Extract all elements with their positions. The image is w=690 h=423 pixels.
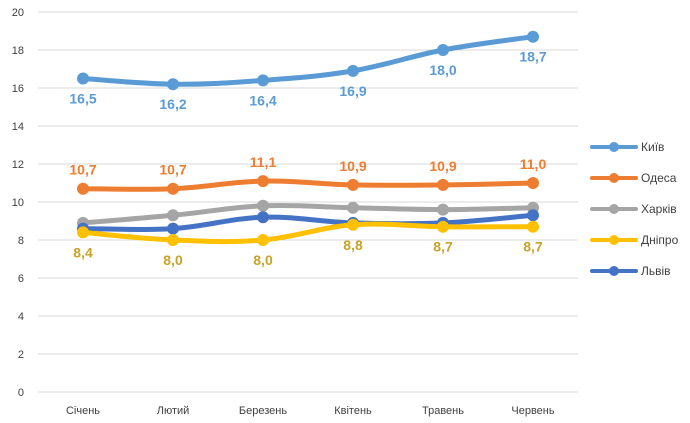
x-tick-label: Лютий: [157, 405, 190, 417]
series-1-data-label: 11,1: [250, 154, 277, 170]
y-tick-label: 16: [12, 83, 24, 95]
series-3-legend-label: Дніпро: [641, 233, 679, 247]
x-tick-label: Травень: [422, 405, 464, 417]
y-tick-label: 4: [18, 311, 24, 323]
y-tick-label: 6: [18, 273, 24, 285]
series-1-point: [347, 178, 359, 191]
series-0-point: [167, 78, 179, 91]
series-2-legend-label: Харків: [641, 202, 677, 216]
series-0-data-label: 16,5: [69, 91, 96, 107]
series-1-point: [167, 182, 179, 195]
series-3-data-label: 8,7: [523, 239, 543, 255]
series-2-line: [80, 202, 536, 226]
series-0-data-label: 16,9: [339, 83, 366, 99]
gridlines: [38, 11, 578, 393]
y-tick-label: 0: [18, 387, 24, 399]
y-tick-label: 8: [18, 235, 24, 247]
y-tick-label: 12: [12, 159, 24, 171]
series-4-line: [80, 212, 536, 233]
series-lines: [77, 30, 539, 246]
series-4-point: [257, 211, 269, 224]
series-1-point: [77, 182, 89, 195]
series-4-legend-label: Львів: [641, 264, 671, 278]
x-tick-label: Квітень: [334, 405, 372, 417]
x-tick-label: Січень: [66, 405, 100, 417]
series-2-point: [167, 209, 179, 222]
series-1-point: [527, 177, 539, 189]
series-2-point: [257, 199, 269, 212]
series-0-legend-label: Київ: [641, 140, 664, 154]
y-tick-label: 2: [18, 349, 24, 361]
y-tick-label: 14: [12, 121, 24, 133]
y-tick-label: 18: [12, 45, 24, 57]
series-0-point: [437, 44, 449, 56]
series-1-legend-marker: [609, 173, 619, 183]
y-tick-label: 10: [12, 197, 24, 209]
series-1-line: [80, 178, 536, 192]
series-0-point: [77, 72, 89, 85]
y-tick-label: 20: [12, 7, 24, 19]
series-3-line: [80, 221, 536, 245]
series-3-point: [167, 234, 179, 246]
series-2-legend-marker: [609, 204, 619, 214]
series-4-point: [167, 222, 179, 235]
series-1-data-label: 11,0: [520, 156, 547, 172]
series-1-data-label: 10,9: [429, 158, 456, 174]
series-0-point: [257, 74, 269, 87]
series-3-data-label: 8,7: [433, 239, 453, 255]
series-1-point: [437, 178, 449, 191]
x-tick-label: Березень: [239, 405, 287, 417]
series-2-point: [437, 203, 449, 216]
y-axis-ticks: 0 2 4 6 8 10 12 14 16 18 20: [12, 7, 24, 399]
series-0-point: [347, 64, 359, 77]
series-0-data-label: 18,0: [429, 62, 456, 78]
series-1-point: [257, 175, 269, 188]
series-1-data-label: 10,9: [339, 158, 366, 174]
series-0-data-label: 16,4: [249, 92, 276, 108]
x-tick-label: Червень: [511, 405, 554, 417]
series-3-data-label: 8,8: [343, 237, 363, 253]
series-3-point: [77, 226, 89, 239]
series-3-data-label: 8,0: [163, 252, 183, 268]
series-0-point: [527, 30, 539, 43]
series-2-point: [347, 201, 359, 214]
series-4-legend-marker: [609, 266, 619, 276]
series-3-point: [437, 220, 449, 233]
series-3-legend-marker: [609, 235, 619, 245]
legend: Київ Одеса Харків Дніпро Львів: [590, 140, 679, 278]
data-labels: 8,4 8,0 8,0 8,8 8,7 8,7 10,7 10,7 11,1 10,9 10,9 11…: [69, 49, 546, 268]
series-1-data-label: 10,7: [69, 162, 96, 178]
series-0-data-label: 16,2: [159, 96, 186, 112]
x-axis-ticks: Січень Лютий Березень Квітень Травень Червень: [66, 405, 555, 417]
series-0-line: [80, 34, 536, 87]
series-0-legend-marker: [609, 142, 619, 152]
series-1-legend-label: Одеса: [641, 171, 677, 185]
series-3-data-label: 8,0: [253, 252, 273, 268]
series-4-point: [527, 209, 539, 222]
series-0-data-label: 18,7: [519, 49, 546, 65]
series-1-data-label: 10,7: [159, 162, 186, 178]
series-3-data-label: 8,4: [73, 244, 93, 260]
series-3-point: [527, 220, 539, 233]
series-3-point: [257, 234, 269, 246]
series-3-point: [347, 218, 359, 231]
